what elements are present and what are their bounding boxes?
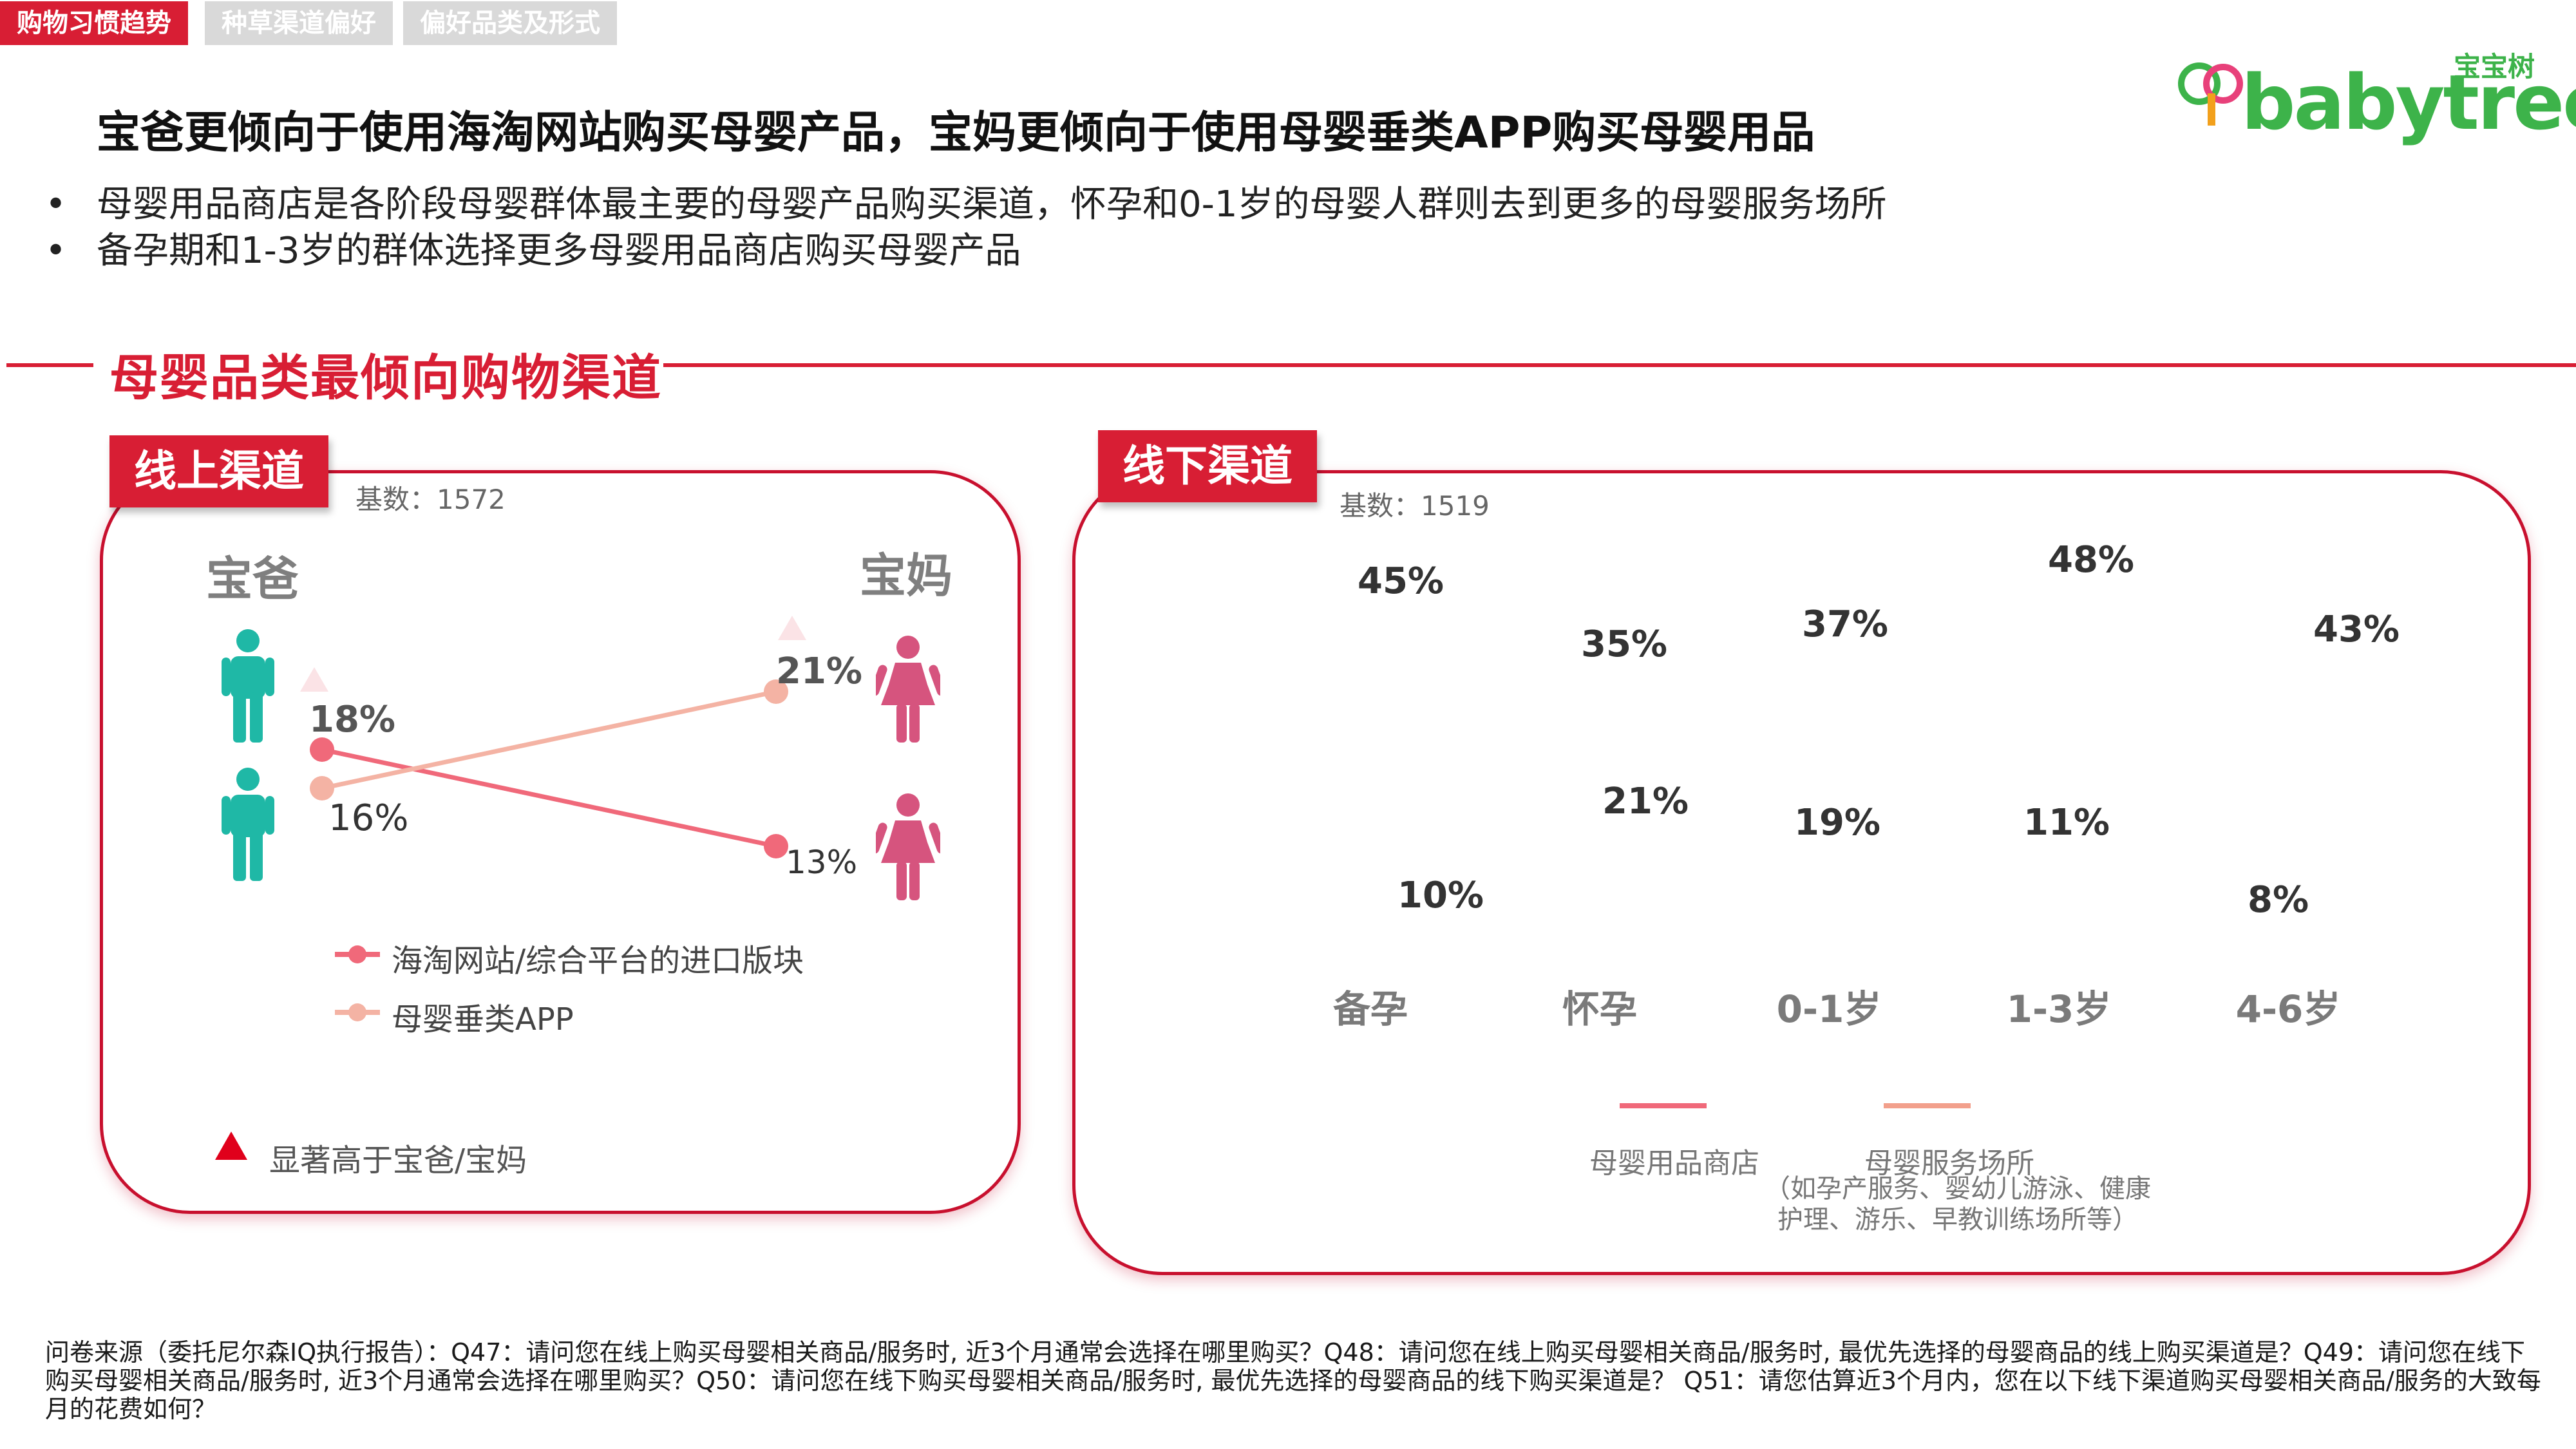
x-tick-label: 0-1岁 — [1776, 987, 1882, 1031]
data-label-s1-0: 45% — [1358, 560, 1444, 602]
logo-subtext: 宝宝树 — [2454, 51, 2535, 82]
data-label-s1-mom: 13% — [786, 844, 858, 881]
significance-triangle-icon — [778, 616, 806, 640]
online-data-point — [764, 834, 788, 858]
online-base: 基数：1572 — [355, 484, 506, 515]
x-tick-label: 1-3岁 — [2006, 987, 2112, 1031]
significance-triangle-icon — [300, 667, 328, 692]
mom-icon — [876, 636, 940, 743]
data-label-s1-2: 37% — [1802, 603, 1889, 645]
online-series-line-2 — [321, 689, 777, 791]
online-data-point — [764, 679, 788, 704]
offline-base: 基数：1519 — [1340, 490, 1490, 522]
data-label-s1-1: 35% — [1581, 623, 1668, 665]
dad-label: 宝爸 — [206, 552, 299, 606]
offline-tag: 线下渠道 — [1098, 430, 1317, 502]
mom-label: 宝妈 — [860, 549, 953, 603]
data-label-s2-mom: 21% — [776, 650, 863, 692]
x-tick-label: 备孕 — [1332, 987, 1408, 1031]
online-data-point — [310, 776, 334, 800]
mom-icon — [876, 793, 940, 900]
bullet-2: • 备孕期和1-3岁的群体选择更多母婴用品商店购买母婴产品 — [45, 222, 1021, 274]
tab-shopping-habits[interactable]: 购物习惯趋势 — [0, 1, 188, 45]
bullet-mark: • — [45, 184, 67, 225]
babytree-logo: 宝宝树 babytree — [2177, 45, 2576, 147]
logo-text: babytree — [2241, 58, 2576, 147]
legend-offline-s2-swatch — [1884, 1103, 1971, 1108]
logo-leaf-icon — [2178, 62, 2243, 126]
data-label-s2-dad: 16% — [328, 797, 409, 839]
online-data-point — [310, 737, 334, 762]
data-label-s1-dad: 18% — [309, 699, 396, 741]
online-legend-markers — [335, 945, 380, 1021]
legend-offline-s1-swatch — [1620, 1103, 1707, 1108]
data-label-s2-3: 11% — [2023, 802, 2110, 844]
page-title: 宝爸更倾向于使用海淘网站购买母婴产品，宝妈更倾向于使用母婴垂类APP购买母婴用品 — [97, 108, 1815, 158]
online-series-line-1 — [321, 747, 777, 849]
data-label-s2-4: 8% — [2248, 879, 2309, 921]
data-label-s2-2: 19% — [1794, 802, 1881, 844]
data-label-s1-4: 43% — [2313, 609, 2400, 650]
section-rule-left — [6, 363, 93, 367]
legend-offline-s2-note: （如孕产服务、婴幼儿游泳、健康护理、游乐、早教训练场所等） — [1765, 1174, 2151, 1235]
legend-offline-s2: 母婴服务场所 — [1864, 1147, 2034, 1180]
significance-legend-text: 显著高于宝爸/宝妈 — [269, 1142, 527, 1179]
legend-online-s2: 母婴垂类APP — [392, 1001, 574, 1037]
offline-panel — [1072, 470, 2531, 1275]
data-label-s1-3: 48% — [2048, 539, 2135, 581]
section-title: 母婴品类最倾向购物渠道 — [109, 349, 662, 406]
dad-icon — [222, 629, 274, 743]
legend-offline-s1: 母婴用品商店 — [1589, 1147, 1759, 1180]
x-tick-label: 4-6岁 — [2235, 987, 2341, 1031]
data-label-s2-0: 10% — [1397, 875, 1484, 916]
tab-seeding-channel[interactable]: 种草渠道偏好 — [205, 1, 393, 45]
tab-category-preference[interactable]: 偏好品类及形式 — [403, 1, 617, 45]
dad-icon — [222, 768, 274, 881]
bullet-text: 母婴用品商店是各阶段母婴群体最主要的母婴产品购买渠道，怀孕和0-1岁的母婴人群则… — [97, 184, 1887, 225]
bullet-text: 备孕期和1-3岁的群体选择更多母婴用品商店购买母婴产品 — [97, 230, 1021, 272]
section-rule-right — [663, 363, 2576, 367]
online-tag: 线上渠道 — [109, 435, 328, 507]
x-tick-label: 怀孕 — [1562, 987, 1637, 1031]
data-label-s2-1: 21% — [1602, 781, 1689, 822]
footer-source-note: 问卷来源（委托尼尔森IQ执行报告）：Q47：请问您在线上购买母婴相关商品/服务时… — [45, 1338, 2541, 1423]
bullet-mark: • — [45, 230, 67, 272]
significance-triangle-icon — [215, 1132, 247, 1160]
legend-online-s1: 海淘网站/综合平台的进口版块 — [392, 943, 804, 979]
bullet-1: • 母婴用品商店是各阶段母婴群体最主要的母婴产品购买渠道，怀孕和0-1岁的母婴人群… — [45, 175, 1886, 227]
